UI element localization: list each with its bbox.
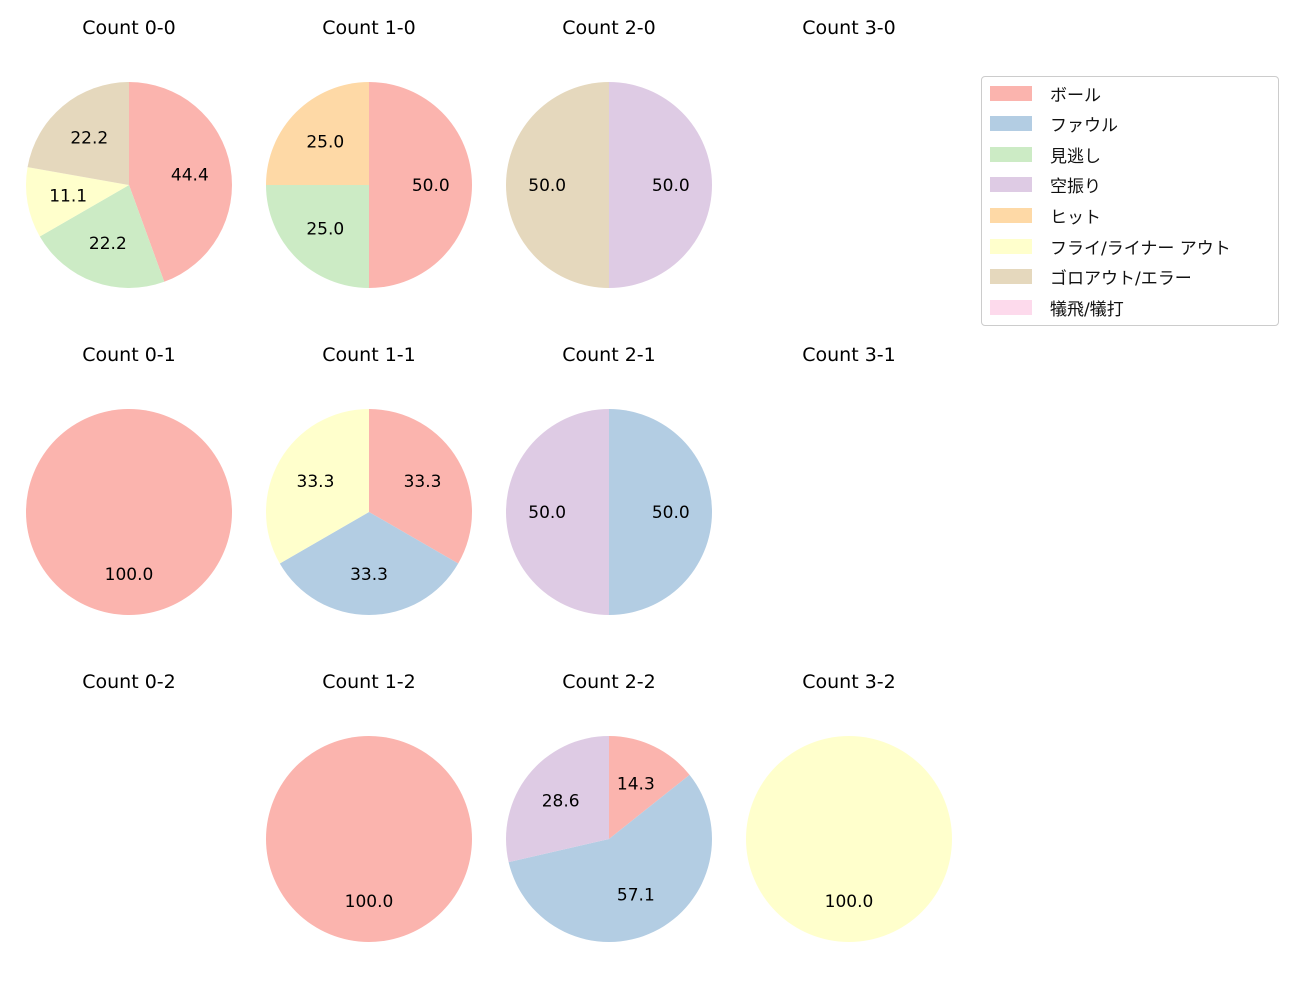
legend-swatch [990, 269, 1032, 285]
pie-title: Count 2-0 [562, 17, 656, 39]
legend-item: 見逃し [990, 144, 1101, 167]
pie-count-0-1: Count 0-1 100.0 [26, 344, 232, 615]
pie-title: Count 1-1 [322, 344, 416, 366]
pie-title: Count 0-1 [82, 344, 176, 366]
legend-swatch [990, 116, 1032, 132]
pie-title: Count 0-2 [82, 671, 176, 693]
pie-count-3-2: Count 3-2 100.0 [746, 671, 952, 942]
slice-label: 28.6 [542, 792, 580, 812]
legend-item: ファウル [990, 114, 1118, 137]
slice-label: 22.2 [89, 234, 127, 254]
legend-item: ヒット [990, 205, 1101, 228]
legend-label: 空振り [1050, 177, 1101, 198]
slice-label: 25.0 [306, 220, 344, 240]
slice-空振り [506, 409, 609, 615]
slice-ファウル [508, 774, 712, 942]
slice-フライ/ライナー アウト [746, 736, 952, 942]
legend-label: ヒット [1050, 207, 1101, 228]
legend-item: 犠飛/犠打 [990, 297, 1124, 320]
legend-swatch [990, 146, 1032, 162]
legend-item: ゴロアウト/エラー [990, 267, 1192, 290]
legend-swatch [990, 177, 1032, 193]
pie-count-2-0: Count 2-0 50.0 50.0 [506, 17, 712, 288]
slice-ボール [369, 409, 472, 564]
slice-label: 50.0 [652, 503, 690, 523]
pie-title: Count 2-2 [562, 671, 656, 693]
slice-label: 33.3 [350, 565, 388, 585]
slice-label: 50.0 [528, 503, 566, 523]
legend-swatch [990, 85, 1032, 101]
slice-空振り [609, 82, 712, 288]
legend-item: 空振り [990, 175, 1101, 198]
slice-label: 100.0 [825, 892, 874, 912]
pie-title: Count 3-0 [802, 17, 896, 39]
pie-count-0-0: Count 0-0 44.4 22.2 11.1 22.2 [25, 17, 232, 289]
pie-count-1-0: Count 1-0 50.0 25.0 25.0 [266, 17, 472, 288]
legend-swatch [990, 299, 1032, 315]
slice-label: 57.1 [617, 886, 655, 906]
slice-ボール [609, 736, 690, 839]
legend-item: ボール [990, 83, 1101, 106]
slice-見逃し [266, 185, 369, 288]
pie-title: Count 3-1 [802, 344, 896, 366]
slice-見逃し [39, 185, 165, 289]
slice-label: 50.0 [528, 176, 566, 196]
pie-count-1-1: Count 1-1 33.3 33.3 33.3 [266, 344, 472, 615]
slice-ボール [129, 82, 232, 282]
slice-label: 33.3 [297, 472, 335, 492]
legend-swatch [990, 207, 1032, 223]
slice-ゴロアウト/エラー [506, 82, 609, 288]
pie-title: Count 0-0 [82, 17, 176, 39]
slice-label: 22.2 [70, 129, 108, 149]
slice-label: 50.0 [412, 176, 450, 196]
slice-ゴロアウト/エラー [27, 82, 129, 185]
legend-label: 犠飛/犠打 [1050, 299, 1124, 320]
legend-label: ボール [1050, 85, 1101, 106]
slice-ボール [266, 736, 472, 942]
slice-空振り [505, 736, 609, 863]
legend-label: フライ/ライナー アウト [1050, 238, 1231, 259]
slice-フライ/ライナー アウト [266, 409, 369, 564]
slice-label: 100.0 [345, 892, 394, 912]
slice-label: 25.0 [306, 132, 344, 152]
pie-title: Count 2-1 [562, 344, 656, 366]
pie-count-1-2: Count 1-2 100.0 [266, 671, 472, 942]
pie-count-2-1: Count 2-1 50.0 50.0 [506, 344, 712, 615]
pie-count-3-0: Count 3-0 [802, 17, 896, 39]
slice-label: 50.0 [652, 176, 690, 196]
slice-ボール [26, 409, 232, 615]
legend-item: フライ/ライナー アウト [990, 236, 1231, 259]
slice-label: 44.4 [171, 165, 209, 185]
pie-count-3-1: Count 3-1 [802, 344, 896, 366]
slice-label: 14.3 [617, 774, 655, 794]
pie-count-2-2: Count 2-2 14.3 57.1 28.6 [505, 671, 712, 942]
pie-title: Count 1-0 [322, 17, 416, 39]
slice-ボール [369, 82, 472, 288]
slice-ヒット [266, 82, 369, 185]
legend: ボールファウル見逃し空振りヒットフライ/ライナー アウト ゴロアウト/エラー 犠飛/… [981, 76, 1279, 326]
pie-title: Count 1-2 [322, 671, 416, 693]
legend-label: 見逃し [1050, 146, 1101, 167]
slice-label: 100.0 [105, 565, 154, 585]
slice-label: 11.1 [49, 187, 87, 207]
slice-フライ/ライナー アウト [25, 167, 129, 237]
legend-label: ゴロアウト/エラー [1050, 269, 1192, 290]
pie-count-0-2: Count 0-2 [82, 671, 176, 693]
legend-swatch [990, 238, 1032, 254]
pie-title: Count 3-2 [802, 671, 896, 693]
legend-label: ファウル [1050, 116, 1118, 137]
slice-ファウル [609, 409, 712, 615]
slice-label: 33.3 [404, 472, 442, 492]
